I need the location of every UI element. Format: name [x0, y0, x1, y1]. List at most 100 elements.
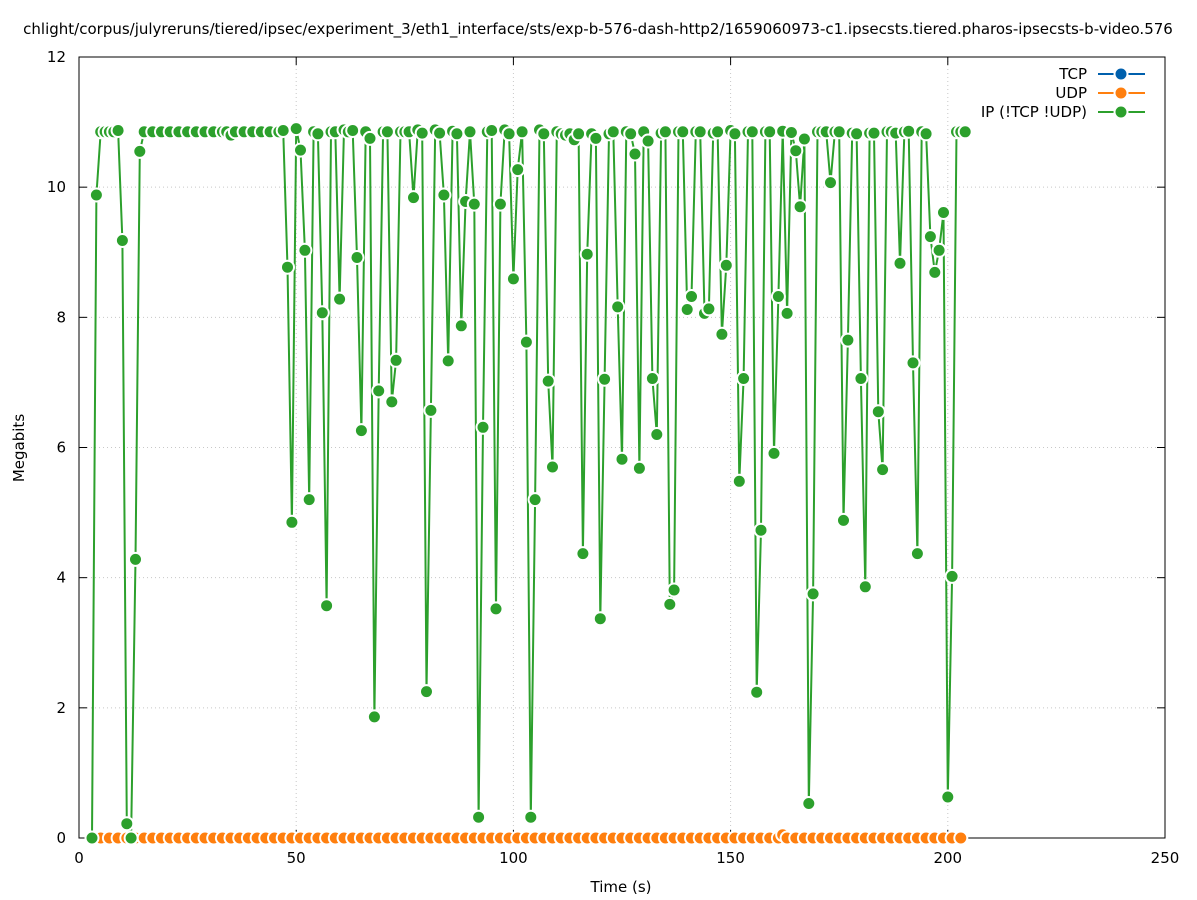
- data-point: [610, 299, 626, 315]
- data-point: [592, 611, 608, 627]
- data-point: [423, 402, 439, 418]
- data-point: [462, 124, 478, 140]
- data-point: [449, 126, 465, 142]
- data-point: [918, 126, 934, 142]
- y-tick-label: 6: [56, 439, 66, 457]
- data-point: [644, 371, 660, 386]
- data-point: [679, 302, 695, 317]
- data-point: [684, 289, 699, 304]
- data-point: [749, 684, 765, 700]
- data-point: [831, 124, 847, 140]
- data-point: [779, 305, 795, 321]
- data-point: [575, 546, 591, 562]
- data-point: [927, 264, 943, 280]
- data-point: [840, 332, 856, 348]
- data-point: [501, 126, 517, 142]
- data-point: [545, 459, 560, 475]
- data-point: [666, 582, 682, 598]
- data-point: [332, 291, 348, 307]
- data-point: [388, 352, 404, 368]
- x-axis: 0 50 100 150 200 250: [74, 57, 1179, 867]
- data-point: [288, 121, 304, 137]
- data-point: [857, 579, 873, 595]
- x-tick-label: 250: [1151, 849, 1180, 867]
- data-point: [310, 126, 326, 142]
- data-point: [922, 229, 938, 245]
- data-point: [801, 796, 817, 811]
- data-point: [436, 187, 452, 203]
- data-point: [432, 125, 448, 141]
- data-point: [936, 205, 951, 220]
- data-point: [527, 492, 543, 508]
- data-point: [406, 190, 421, 206]
- series-line: [91, 127, 966, 839]
- data-point: [762, 124, 778, 140]
- data-point: [88, 187, 104, 203]
- data-point: [944, 568, 960, 584]
- data-point: [366, 709, 382, 725]
- data-point: [275, 123, 291, 138]
- data-point: [597, 371, 613, 387]
- data-point: [662, 596, 678, 612]
- data-point: [384, 394, 400, 410]
- data-point: [627, 146, 643, 162]
- data-point: [440, 353, 456, 369]
- data-point: [836, 512, 851, 528]
- data-point: [875, 462, 891, 478]
- data-point: [536, 126, 552, 142]
- data-point: [940, 789, 956, 805]
- data-point: [466, 196, 482, 212]
- legend-label: UDP: [1055, 84, 1087, 102]
- series-layer: [84, 121, 973, 846]
- y-axis: 0 2 4 6 8 10 12: [47, 48, 1165, 847]
- data-point: [110, 123, 126, 138]
- data-point: [128, 551, 143, 567]
- data-point: [905, 355, 921, 371]
- data-point: [623, 126, 639, 142]
- legend-entry: UDP: [1055, 84, 1145, 102]
- data-point: [414, 125, 430, 141]
- data-point: [571, 126, 587, 142]
- data-point: [471, 809, 487, 825]
- legend-marker: [1113, 66, 1129, 82]
- data-point: [614, 451, 630, 467]
- data-point: [792, 199, 808, 215]
- data-point: [114, 233, 130, 248]
- data-point: [353, 423, 369, 439]
- data-point: [492, 196, 508, 212]
- series-ip-tcp-udp: [84, 121, 973, 846]
- x-tick-label: 100: [499, 849, 528, 867]
- data-point: [84, 830, 100, 846]
- grid-lines: [79, 57, 1165, 838]
- data-point: [701, 301, 717, 317]
- data-point: [518, 334, 534, 350]
- data-point: [284, 514, 300, 530]
- data-point: [736, 371, 752, 386]
- data-point: [362, 130, 378, 146]
- data-point: [514, 124, 530, 140]
- data-point: [484, 123, 500, 138]
- legend-entry: IP (!TCP !UDP): [981, 103, 1145, 121]
- data-point: [657, 124, 673, 140]
- data-point: [540, 373, 556, 389]
- data-point: [853, 371, 869, 386]
- data-point: [293, 142, 308, 158]
- series-udp: [84, 827, 969, 846]
- data-point: [488, 601, 504, 617]
- legend-label: TCP: [1058, 65, 1087, 83]
- y-tick-label: 10: [47, 178, 66, 196]
- data-point: [588, 130, 604, 146]
- data-point: [505, 271, 521, 287]
- data-point: [419, 684, 434, 700]
- data-point: [280, 259, 295, 275]
- data-point: [744, 124, 760, 140]
- data-point: [909, 546, 925, 562]
- data-point: [579, 246, 595, 262]
- data-point: [453, 318, 469, 334]
- data-point: [805, 586, 821, 602]
- y-axis-label: Megabits: [10, 414, 28, 482]
- legend-marker: [1113, 85, 1129, 101]
- data-point: [953, 830, 969, 846]
